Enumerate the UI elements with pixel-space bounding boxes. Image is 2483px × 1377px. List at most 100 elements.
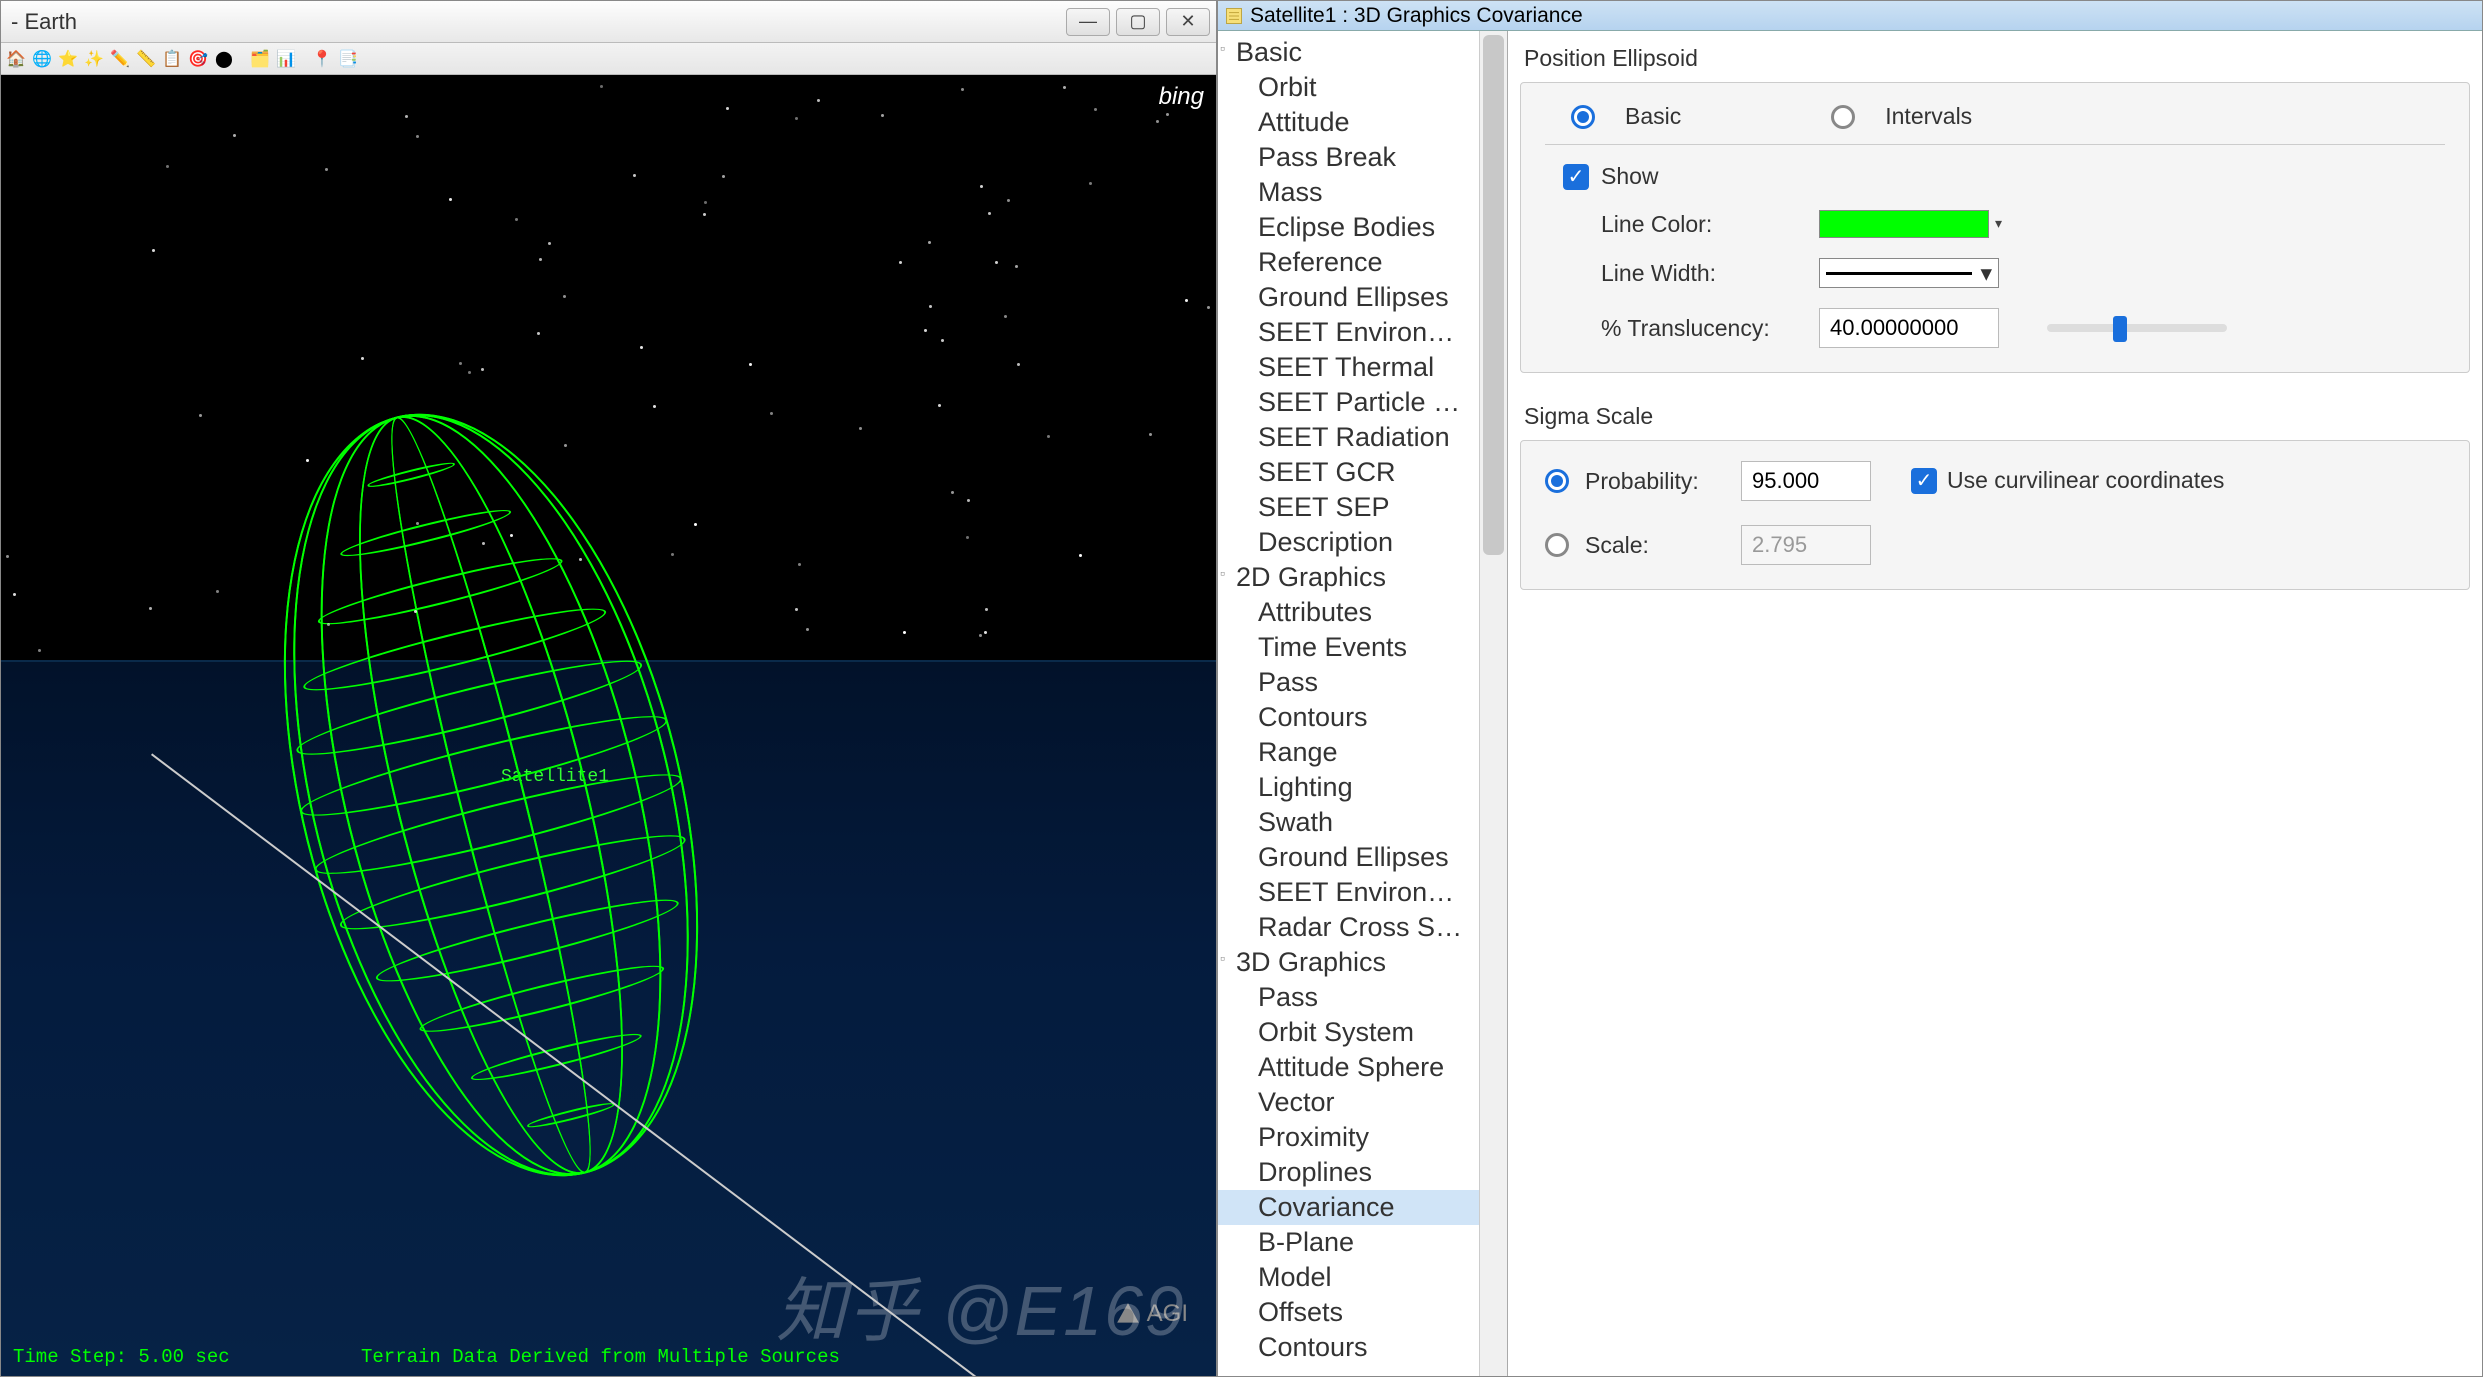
star — [1017, 363, 1020, 366]
star — [979, 634, 982, 637]
position-ellipsoid-group: Basic Intervals ✓ Show Line Color: ▾ — [1520, 82, 2470, 373]
curvilinear-checkbox[interactable]: ✓ — [1911, 468, 1937, 494]
tree-item-contours[interactable]: Contours — [1218, 700, 1479, 735]
tree-item-pass[interactable]: Pass — [1218, 980, 1479, 1015]
pin-icon[interactable]: 📍 — [311, 48, 333, 70]
tree-item-contours[interactable]: Contours — [1218, 1330, 1479, 1365]
star — [199, 414, 202, 417]
tree-item-droplines[interactable]: Droplines — [1218, 1155, 1479, 1190]
star — [749, 363, 752, 366]
earth-titlebar[interactable]: - Earth — ▢ ✕ — [1, 1, 1216, 43]
translucency-slider[interactable] — [2047, 324, 2227, 332]
translucency-input[interactable] — [1819, 308, 1999, 348]
tree-item-seet-gcr[interactable]: SEET GCR — [1218, 455, 1479, 490]
home-icon[interactable]: 🏠 — [5, 48, 27, 70]
minimize-button[interactable]: — — [1066, 8, 1110, 36]
star — [938, 404, 941, 407]
tree-item-time-events[interactable]: Time Events — [1218, 630, 1479, 665]
star — [961, 88, 964, 91]
tree-item-seet-particle-flux[interactable]: SEET Particle Flux — [1218, 385, 1479, 420]
tree-item-b-plane[interactable]: B-Plane — [1218, 1225, 1479, 1260]
tree-item-lighting[interactable]: Lighting — [1218, 770, 1479, 805]
tree-item-seet-environment[interactable]: SEET Environment — [1218, 315, 1479, 350]
target-icon[interactable]: 🎯 — [187, 48, 209, 70]
tree-item-mass[interactable]: Mass — [1218, 175, 1479, 210]
properties-window: Satellite1 : 3D Graphics Covariance Basi… — [1217, 0, 2483, 1377]
mode-basic-radio[interactable] — [1571, 105, 1595, 129]
tree-item-vector[interactable]: Vector — [1218, 1085, 1479, 1120]
star — [1079, 554, 1082, 557]
probability-input[interactable] — [1741, 461, 1871, 501]
tree-item-ground-ellipses[interactable]: Ground Ellipses — [1218, 840, 1479, 875]
line-width-select[interactable]: ▾ — [1819, 258, 1999, 288]
tree-item-orbit[interactable]: Orbit — [1218, 70, 1479, 105]
star — [899, 261, 902, 264]
earth-3d-viewport[interactable]: bing AGI Time Step: 5.00 sec Terrain Dat… — [1, 75, 1216, 1376]
star — [1156, 120, 1159, 123]
tree-item-model[interactable]: Model — [1218, 1260, 1479, 1295]
tree-item-radar-cross-secti-[interactable]: Radar Cross Secti... — [1218, 910, 1479, 945]
agi-logo: AGI — [1115, 1300, 1188, 1328]
tree-item-description[interactable]: Description — [1218, 525, 1479, 560]
nav-tree: BasicOrbitAttitudePass BreakMassEclipse … — [1218, 31, 1508, 1376]
close-button[interactable]: ✕ — [1166, 8, 1210, 36]
star — [928, 241, 931, 244]
globe-icon[interactable]: 🌐 — [31, 48, 53, 70]
star — [1007, 199, 1010, 202]
properties-titlebar[interactable]: Satellite1 : 3D Graphics Covariance — [1218, 1, 2482, 31]
star — [13, 593, 16, 596]
tree-item-attitude-sphere[interactable]: Attitude Sphere — [1218, 1050, 1479, 1085]
tree-section-2d-graphics[interactable]: 2D Graphics — [1218, 560, 1479, 595]
mode-intervals-radio[interactable] — [1831, 105, 1855, 129]
tree-item-attitude[interactable]: Attitude — [1218, 105, 1479, 140]
tree-item-attributes[interactable]: Attributes — [1218, 595, 1479, 630]
agi-icon — [1115, 1301, 1141, 1327]
star-icon[interactable]: ⭐ — [57, 48, 79, 70]
edit-icon[interactable]: ✏️ — [109, 48, 131, 70]
tree-scrollbar[interactable] — [1479, 31, 1507, 1376]
star — [1015, 265, 1018, 268]
star — [1166, 113, 1169, 116]
probability-radio[interactable] — [1545, 469, 1569, 493]
maximize-button[interactable]: ▢ — [1116, 8, 1160, 36]
log-icon[interactable]: 📋 — [161, 48, 183, 70]
show-checkbox[interactable]: ✓ — [1563, 164, 1589, 190]
star — [325, 168, 328, 171]
star — [966, 536, 969, 539]
tree-item-covariance[interactable]: Covariance — [1218, 1190, 1479, 1225]
tree-section-3d-graphics[interactable]: 3D Graphics — [1218, 945, 1479, 980]
tree-section-basic[interactable]: Basic — [1218, 35, 1479, 70]
tree-item-range[interactable]: Range — [1218, 735, 1479, 770]
tree-item-pass[interactable]: Pass — [1218, 665, 1479, 700]
tree-item-eclipse-bodies[interactable]: Eclipse Bodies — [1218, 210, 1479, 245]
tree-item-seet-radiation[interactable]: SEET Radiation — [1218, 420, 1479, 455]
copy-icon[interactable]: 📑 — [337, 48, 359, 70]
sphere-icon[interactable]: ⬤ — [213, 48, 235, 70]
star — [1047, 435, 1050, 438]
star — [361, 357, 364, 360]
line-color-picker[interactable]: ▾ — [1819, 210, 1989, 238]
mode-basic-label: Basic — [1625, 103, 1681, 130]
tree-item-proximity[interactable]: Proximity — [1218, 1120, 1479, 1155]
properties-panel: Position Ellipsoid Basic Intervals ✓ Sho… — [1508, 31, 2482, 1376]
tree-item-reference[interactable]: Reference — [1218, 245, 1479, 280]
tree-item-orbit-system[interactable]: Orbit System — [1218, 1015, 1479, 1050]
earth-window: - Earth — ▢ ✕ 🏠🌐⭐✨✏️📏📋🎯⬤ 🗂️📊 📍📑 bing AGI T… — [0, 0, 1217, 1377]
tree-scrollbar-thumb[interactable] — [1483, 35, 1504, 555]
wizard-icon[interactable]: ✨ — [83, 48, 105, 70]
separator — [1545, 144, 2445, 145]
scale-input[interactable] — [1741, 525, 1871, 565]
translucency-slider-thumb[interactable] — [2113, 316, 2127, 342]
tree-item-seet-environment[interactable]: SEET Environment — [1218, 875, 1479, 910]
tree-item-swath[interactable]: Swath — [1218, 805, 1479, 840]
tree-item-offsets[interactable]: Offsets — [1218, 1295, 1479, 1330]
layer-icon[interactable]: 🗂️ — [249, 48, 271, 70]
tree-item-seet-sep[interactable]: SEET SEP — [1218, 490, 1479, 525]
curvilinear-label: Use curvilinear coordinates — [1947, 467, 2224, 494]
tree-item-pass-break[interactable]: Pass Break — [1218, 140, 1479, 175]
tree-item-seet-thermal[interactable]: SEET Thermal — [1218, 350, 1479, 385]
chart-icon[interactable]: 📊 — [275, 48, 297, 70]
tree-item-ground-ellipses[interactable]: Ground Ellipses — [1218, 280, 1479, 315]
scale-radio[interactable] — [1545, 533, 1569, 557]
ruler-icon[interactable]: 📏 — [135, 48, 157, 70]
